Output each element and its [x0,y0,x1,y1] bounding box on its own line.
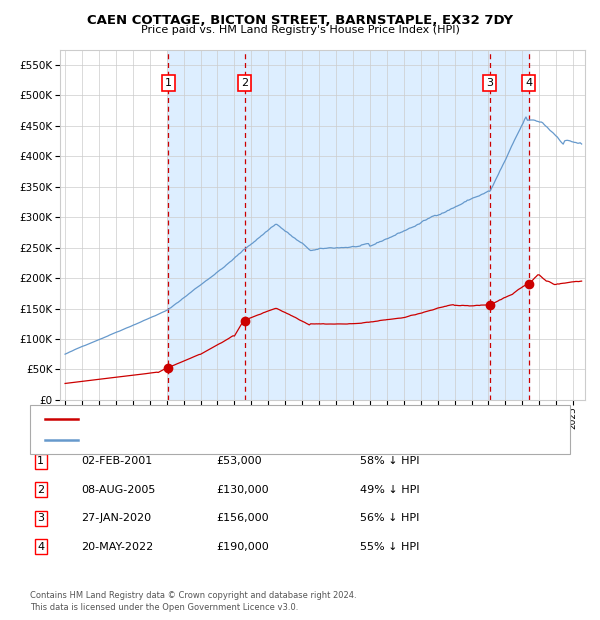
Text: 1: 1 [37,456,44,466]
Text: 56% ↓ HPI: 56% ↓ HPI [360,513,419,523]
Text: £130,000: £130,000 [216,485,269,495]
Text: 55% ↓ HPI: 55% ↓ HPI [360,542,419,552]
Text: £53,000: £53,000 [216,456,262,466]
Text: 1: 1 [165,78,172,88]
Text: This data is licensed under the Open Government Licence v3.0.: This data is licensed under the Open Gov… [30,603,298,612]
Text: Contains HM Land Registry data © Crown copyright and database right 2024.: Contains HM Land Registry data © Crown c… [30,591,356,600]
Text: 3: 3 [486,78,493,88]
Text: £156,000: £156,000 [216,513,269,523]
Text: 4: 4 [525,78,532,88]
Text: 2: 2 [37,485,44,495]
Text: 49% ↓ HPI: 49% ↓ HPI [360,485,419,495]
Text: 2: 2 [241,78,248,88]
Text: 08-AUG-2005: 08-AUG-2005 [81,485,155,495]
Text: 27-JAN-2020: 27-JAN-2020 [81,513,151,523]
Text: 20-MAY-2022: 20-MAY-2022 [81,542,153,552]
Text: HPI: Average price, detached house, North Devon: HPI: Average price, detached house, Nort… [84,436,309,445]
Text: 4: 4 [37,542,44,552]
Text: 3: 3 [37,513,44,523]
Bar [168,50,529,400]
Text: CAEN COTTAGE, BICTON STREET, BARNSTAPLE, EX32 7DY: CAEN COTTAGE, BICTON STREET, BARNSTAPLE,… [87,14,513,27]
Text: Price paid vs. HM Land Registry's House Price Index (HPI): Price paid vs. HM Land Registry's House … [140,25,460,35]
Text: CAEN COTTAGE, BICTON STREET, BARNSTAPLE, EX32 7DY (detached house): CAEN COTTAGE, BICTON STREET, BARNSTAPLE,… [84,415,425,423]
Text: 02-FEB-2001: 02-FEB-2001 [81,456,152,466]
Text: £190,000: £190,000 [216,542,269,552]
Text: 58% ↓ HPI: 58% ↓ HPI [360,456,419,466]
